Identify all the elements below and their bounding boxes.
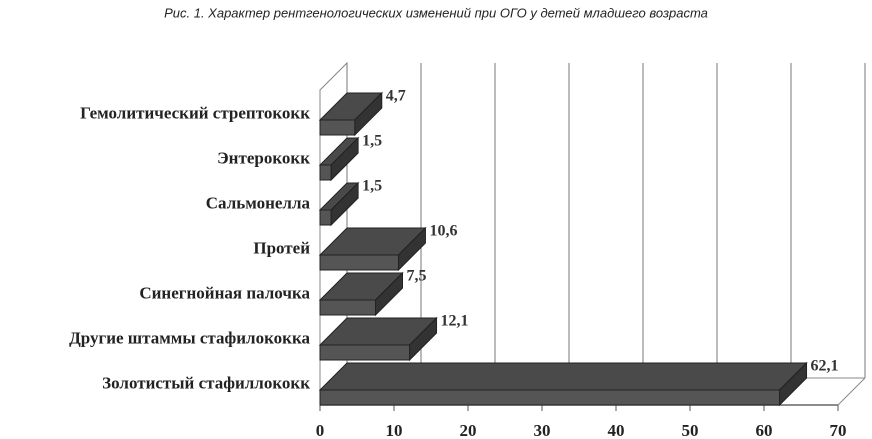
y-tick-label: Золотистый стафиллококк [102, 373, 310, 392]
x-tick-label: 40 [608, 421, 625, 439]
value-label: 12,1 [441, 313, 469, 330]
y-tick-label: Сальмонелла [206, 193, 311, 212]
value-label: 1,5 [362, 133, 382, 150]
bar [319, 389, 781, 406]
value-label: 4,7 [386, 88, 406, 105]
chart-title: Рис. 1. Характер рентгенологических изме… [164, 5, 708, 20]
x-tick-label: 0 [316, 421, 325, 439]
value-label: 7,5 [407, 268, 427, 285]
x-tick-label: 70 [830, 421, 847, 439]
bar [319, 254, 399, 271]
value-label: 10,6 [429, 223, 457, 240]
floor-line [837, 377, 866, 406]
y-tick-label: Энтерококк [217, 148, 310, 167]
value-label: 1,5 [362, 178, 382, 195]
y-tick-label: Гемолитический стрептококк [80, 103, 310, 122]
bar-top [318, 362, 808, 391]
bar [319, 209, 332, 226]
bar [319, 119, 356, 136]
x-tick-label: 30 [534, 421, 551, 439]
x-tick-label: 60 [756, 421, 773, 439]
x-tick-label: 20 [460, 421, 477, 439]
x-tick-label: 50 [682, 421, 699, 439]
bar [319, 344, 411, 361]
x-tick-label: 10 [386, 421, 403, 439]
y-tick-label: Протей [253, 238, 310, 257]
bar [319, 299, 376, 316]
value-label: 62,1 [811, 358, 839, 375]
bar [319, 164, 332, 181]
y-tick-label: Синегнойная палочка [139, 283, 310, 302]
y-tick-label: Другие штаммы стафилококка [69, 328, 310, 347]
